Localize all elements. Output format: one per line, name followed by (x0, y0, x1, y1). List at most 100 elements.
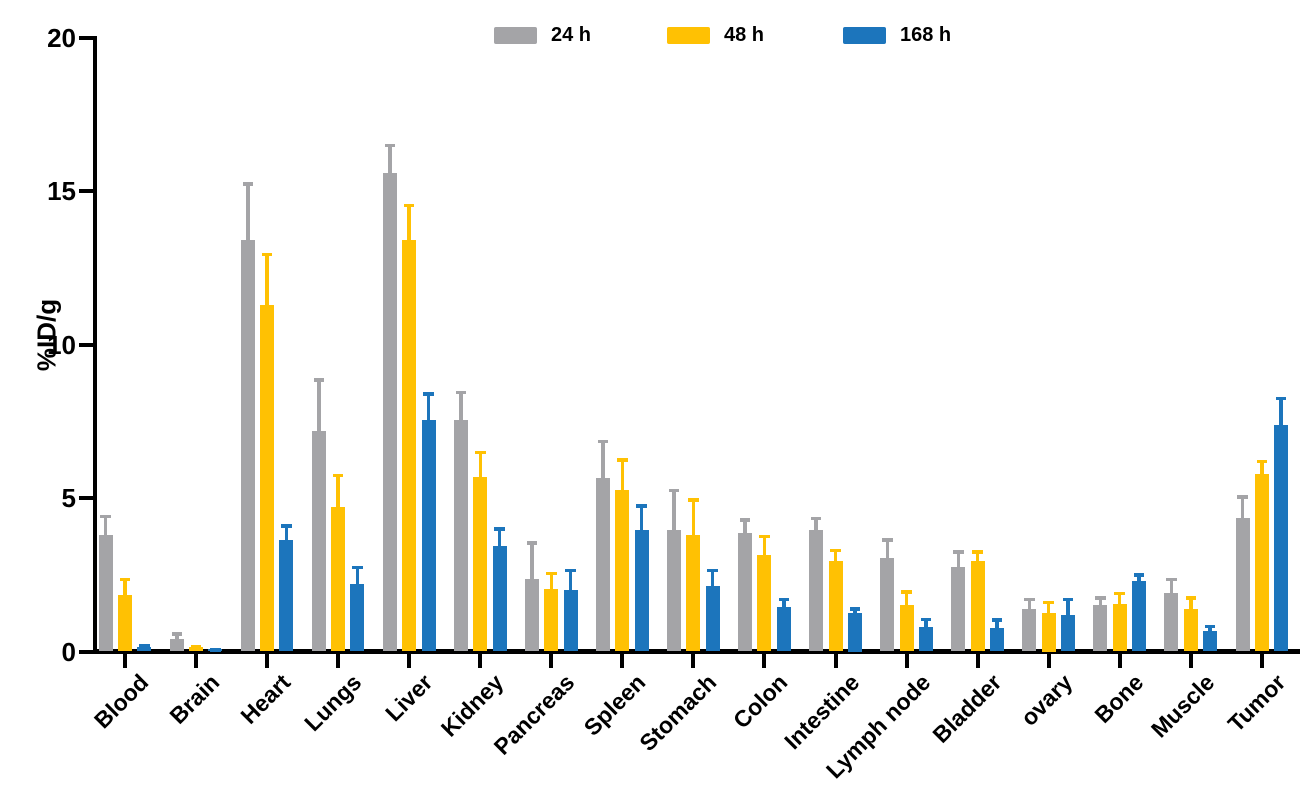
error-bar-cap (526, 541, 538, 545)
x-tick (407, 654, 412, 668)
error-bar-cap (546, 571, 557, 576)
bar (667, 530, 682, 652)
bar (809, 530, 824, 652)
error-bar-cap (597, 439, 609, 444)
error-bar-line (762, 534, 767, 557)
error-bar-line (1098, 596, 1103, 608)
error-bar-cap (494, 527, 505, 531)
error-bar-cap (1095, 596, 1106, 600)
x-tick (336, 654, 341, 668)
bar (311, 430, 326, 652)
y-tick-label: 10 (47, 329, 76, 360)
error-bar-line (123, 577, 127, 597)
error-bar-line (1169, 577, 1174, 596)
error-bar-cap (384, 143, 396, 148)
error-bar-line (1240, 495, 1245, 521)
error-bar-line (743, 518, 747, 536)
error-bar-cap (403, 203, 415, 208)
legend-label-24h: 24 h (551, 24, 592, 46)
bar (1093, 605, 1108, 652)
error-bar-line (975, 550, 980, 563)
y-axis-line (92, 36, 97, 654)
error-bar-line (568, 568, 573, 593)
x-category-label: Muscle (1145, 669, 1220, 743)
x-category-label: Tumor (1222, 669, 1291, 737)
bar (1203, 630, 1218, 652)
x-tick (904, 654, 909, 668)
error-bar-cap (636, 504, 647, 508)
error-bar-line (710, 568, 715, 588)
error-bar-line (995, 618, 999, 630)
error-bar-cap (171, 632, 182, 636)
x-tick (975, 654, 980, 668)
bar (382, 172, 397, 652)
bar (705, 585, 720, 652)
error-bar-cap (1275, 396, 1287, 401)
x-category-label: ovary (1015, 669, 1078, 731)
error-bar-cap (810, 516, 822, 521)
error-bar-cap (455, 390, 467, 395)
error-bar-cap (882, 538, 893, 542)
error-bar-cap (668, 488, 680, 493)
bar (951, 567, 966, 652)
y-tick (79, 36, 93, 40)
y-tick (79, 496, 93, 501)
error-bar-cap (778, 597, 789, 602)
error-bar-cap (1166, 577, 1177, 582)
legend-swatch-24h-icon (494, 27, 537, 44)
bar (970, 561, 985, 652)
error-bar-line (426, 392, 431, 422)
legend-label-48h: 48 h (724, 24, 765, 46)
bar (880, 557, 895, 652)
error-bar-cap (617, 458, 628, 462)
error-bar-cap (1185, 596, 1196, 600)
error-bar-line (407, 203, 411, 243)
legend-item-48h: 48 h (667, 24, 764, 47)
error-bar-line (639, 504, 644, 533)
error-bar-line (853, 607, 857, 616)
error-bar-cap (1256, 459, 1268, 464)
error-bar-line (1189, 596, 1193, 611)
legend-label-168h: 168 h (900, 24, 952, 46)
bar (118, 594, 132, 652)
bar (544, 588, 559, 652)
bar (563, 590, 578, 652)
error-bar-cap (688, 498, 699, 502)
bar (1022, 608, 1037, 652)
error-bar-line (388, 143, 392, 175)
bar (615, 490, 630, 652)
x-tick (265, 654, 270, 668)
x-tick (1117, 654, 1122, 668)
x-category-label: Liver (380, 669, 438, 727)
bar (1235, 518, 1250, 652)
bar (350, 584, 365, 652)
x-category-label: Colon (728, 669, 793, 734)
legend-item-168h: 168 h (843, 24, 951, 47)
y-tick (79, 189, 93, 194)
error-bar-line (246, 182, 250, 243)
x-axis-line (92, 649, 1300, 654)
error-bar-line (1117, 591, 1122, 606)
bar (453, 419, 468, 652)
error-bar-cap (849, 607, 861, 611)
x-tick (1259, 654, 1264, 668)
bar (1132, 580, 1146, 652)
bar (1183, 608, 1198, 652)
error-bar-cap (707, 568, 718, 573)
bar (757, 554, 772, 652)
y-tick-label: 0 (61, 636, 76, 667)
error-bar-line (317, 378, 321, 433)
error-bar-cap (281, 524, 292, 528)
bar (1274, 424, 1289, 652)
bar (634, 530, 649, 652)
error-bar-line (833, 548, 838, 563)
chart-legend: 24 h 48 h 168 h (0, 0, 1311, 60)
x-tick (620, 654, 625, 668)
bar (492, 545, 507, 652)
error-bar-cap (352, 565, 363, 570)
error-bar-cap (210, 648, 221, 652)
error-bar-cap (332, 473, 344, 478)
bar (899, 605, 914, 652)
x-tick (762, 654, 767, 668)
error-bar-cap (1133, 573, 1145, 577)
